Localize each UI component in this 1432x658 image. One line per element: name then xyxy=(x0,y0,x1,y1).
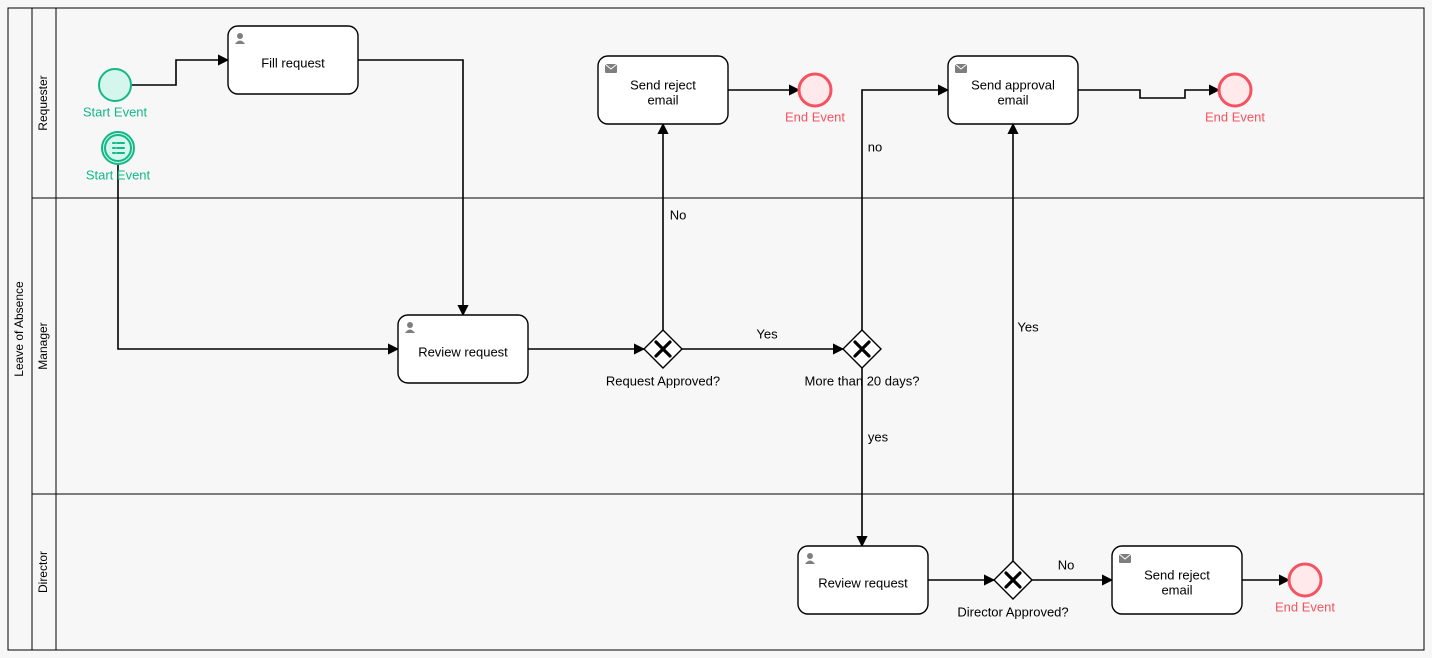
flow-label: No xyxy=(670,207,687,222)
task-label: Fill request xyxy=(261,55,325,70)
event-label: Start Event xyxy=(86,167,151,182)
event-label: End Event xyxy=(1275,599,1335,614)
task-label: Review request xyxy=(818,575,908,590)
mail-icon xyxy=(605,64,617,73)
gateway-label: Director Approved? xyxy=(957,604,1068,619)
pool-label: Leave of Absence xyxy=(12,281,26,377)
flow-label: Yes xyxy=(756,326,778,341)
lane-label: Requester xyxy=(36,75,50,130)
task-label: Review request xyxy=(418,344,508,359)
task[interactable]: Fill request xyxy=(228,26,358,94)
bpmn-diagram: Leave of Absence Requester Manager Director… xyxy=(0,0,1432,658)
flow-label: Yes xyxy=(1017,319,1039,334)
gateway-label: More than 20 days? xyxy=(805,373,920,388)
task[interactable]: Send approvalemail xyxy=(948,56,1078,124)
event-label: Start Event xyxy=(83,104,148,119)
event-label: End Event xyxy=(785,109,845,124)
mail-icon xyxy=(955,64,967,73)
gateway-label: Request Approved? xyxy=(606,373,720,388)
task[interactable]: Review request xyxy=(398,315,528,383)
task[interactable]: Review request xyxy=(798,546,928,614)
task[interactable]: Send rejectemail xyxy=(598,56,728,124)
lane-label: Manager xyxy=(36,322,50,369)
event-label: End Event xyxy=(1205,109,1265,124)
flow-label: No xyxy=(1058,557,1075,572)
lane-label: Director xyxy=(36,551,50,593)
flow-label: no xyxy=(868,139,882,154)
mail-icon xyxy=(1119,554,1131,563)
task[interactable]: Send rejectemail xyxy=(1112,546,1242,614)
flow-label: yes xyxy=(868,429,889,444)
